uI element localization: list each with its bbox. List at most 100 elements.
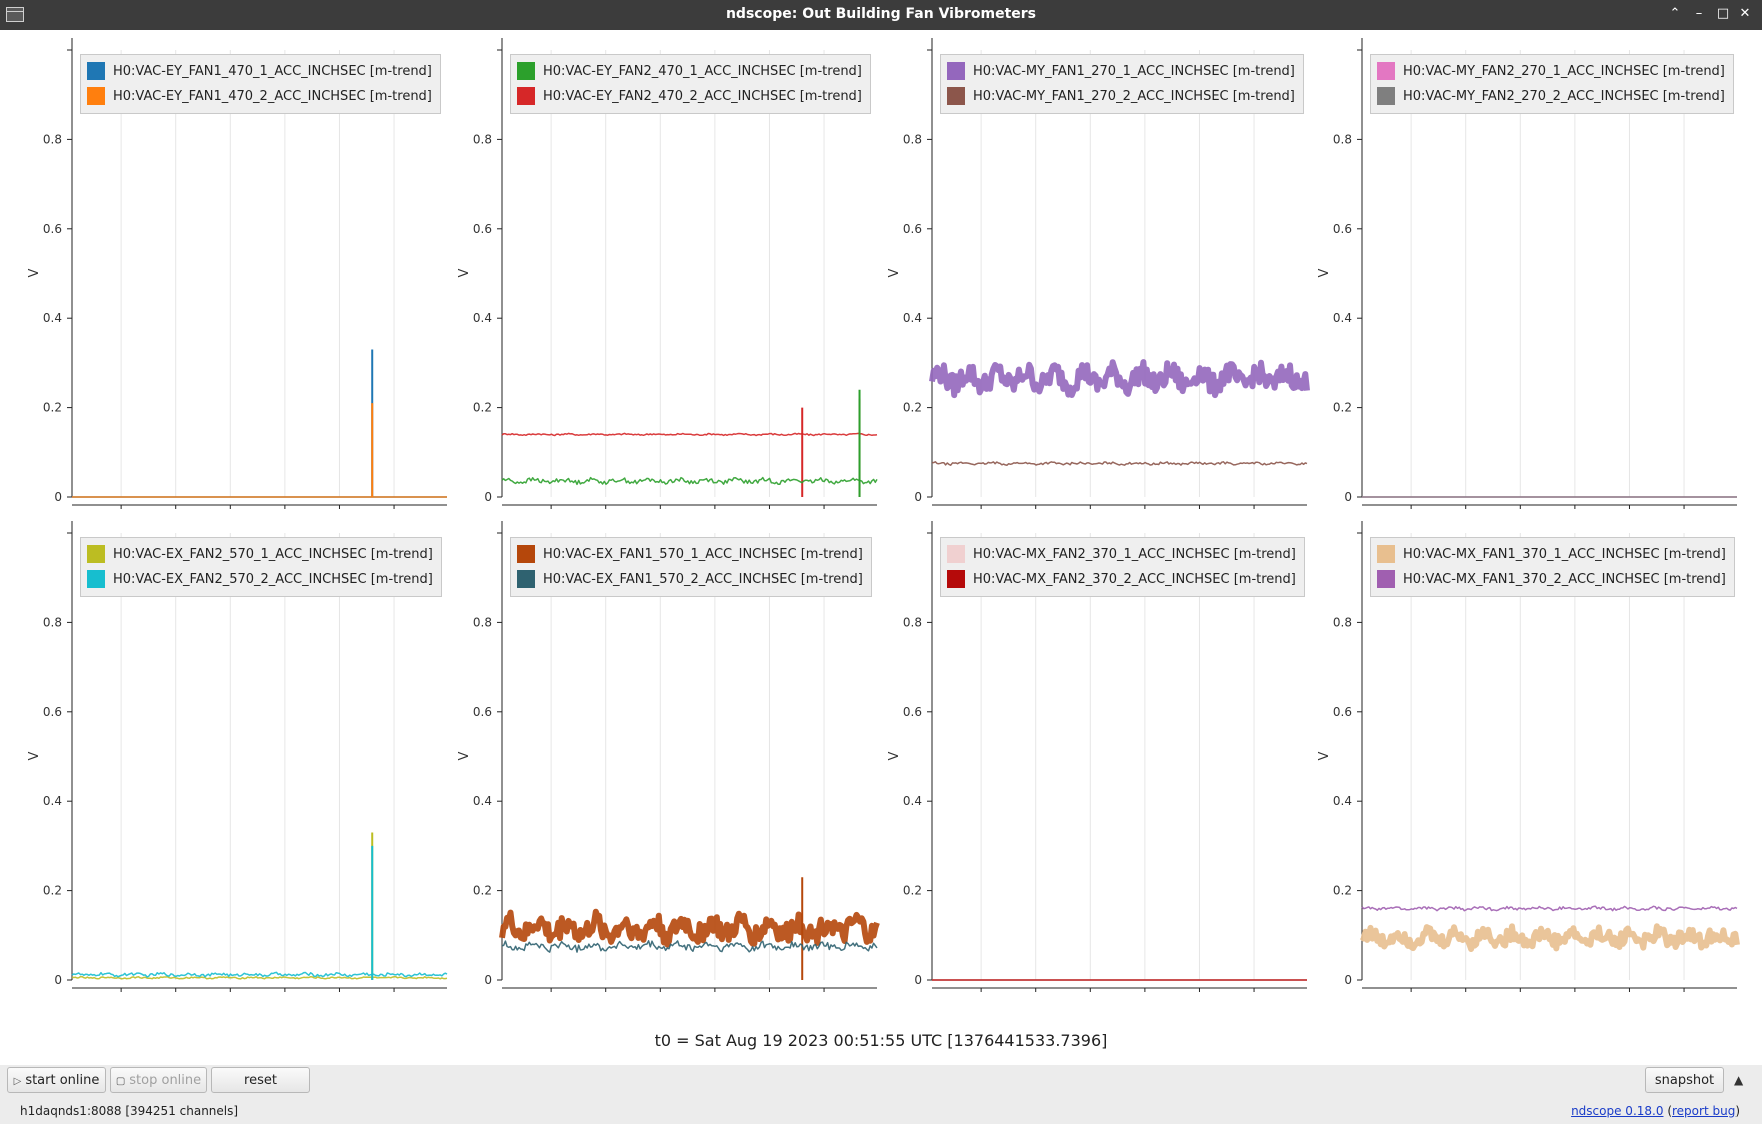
plot-panel[interactable]: 00.20.40.60.8V-6d-5d-4d-3d-2d-1dH0:VAC-E… [430, 513, 885, 993]
series-trace [1361, 905, 1738, 912]
series-trace [1359, 923, 1740, 952]
y-axis-label: V [1317, 752, 1332, 761]
stop-online-button[interactable]: ▢ stop online [110, 1067, 207, 1093]
y-tick-label: 0.6 [903, 705, 922, 719]
minimize-icon[interactable]: – [1695, 6, 1703, 21]
start-online-label: start online [25, 1073, 100, 1088]
y-axis-label: V [1317, 269, 1332, 278]
y-tick-label: 0.4 [1333, 311, 1352, 325]
series-trace [501, 940, 878, 953]
legend-entry[interactable]: H0:VAC-MY_FAN2_270_2_ACC_INCHSEC [m-tren… [1377, 84, 1725, 109]
series-trace [499, 908, 880, 948]
legend-swatch-icon [947, 544, 965, 563]
plot-legend: H0:VAC-EY_FAN1_470_1_ACC_INCHSEC [m-tren… [80, 54, 441, 114]
y-tick-label: 0.6 [1333, 222, 1352, 236]
y-tick-label: 0 [1344, 490, 1352, 504]
legend-entry[interactable]: H0:VAC-MX_FAN1_370_2_ACC_INCHSEC [m-tren… [1377, 567, 1726, 592]
y-tick-label: 0.6 [473, 222, 492, 236]
y-tick-label: 0.2 [473, 401, 492, 415]
legend-entry[interactable]: H0:VAC-EY_FAN1_470_1_ACC_INCHSEC [m-tren… [87, 59, 432, 84]
y-axis-label: V [887, 269, 902, 278]
legend-swatch-icon [1377, 569, 1395, 588]
legend-entry[interactable]: H0:VAC-EY_FAN2_470_2_ACC_INCHSEC [m-tren… [517, 84, 862, 109]
version-info: ndscope 0.18.0 (report bug) [1571, 1104, 1740, 1118]
y-tick-label: 0.6 [1333, 705, 1352, 719]
plot-canvas: 00.20.40.60.8V-6d-5d-4d-3d-2d-1d [1317, 521, 1740, 992]
chevron-up-icon[interactable]: ⌃ [1669, 6, 1681, 21]
report-bug-link[interactable]: report bug [1672, 1104, 1736, 1118]
plot-canvas: 00.20.40.60.8V-6d-5d-4d-3d-2d-1d [457, 38, 878, 509]
y-tick-label: 0.6 [473, 705, 492, 719]
y-tick-label: 0.2 [473, 884, 492, 898]
legend-entry[interactable]: H0:VAC-MY_FAN1_270_2_ACC_INCHSEC [m-tren… [947, 84, 1295, 109]
legend-label: H0:VAC-EX_FAN1_570_1_ACC_INCHSEC [m-tren… [543, 547, 863, 562]
legend-entry[interactable]: H0:VAC-MY_FAN1_270_1_ACC_INCHSEC [m-tren… [947, 59, 1295, 84]
legend-entry[interactable]: H0:VAC-EY_FAN1_470_2_ACC_INCHSEC [m-tren… [87, 84, 432, 109]
version-link[interactable]: ndscope 0.18.0 [1571, 1104, 1664, 1118]
snapshot-button[interactable]: snapshot [1645, 1067, 1724, 1093]
legend-label: H0:VAC-MX_FAN1_370_2_ACC_INCHSEC [m-tren… [1403, 572, 1726, 587]
y-tick-label: 0 [914, 973, 922, 987]
y-tick-label: 0.2 [1333, 884, 1352, 898]
legend-label: H0:VAC-EX_FAN2_570_1_ACC_INCHSEC [m-tren… [113, 547, 433, 562]
y-tick-label: 0.4 [903, 794, 922, 808]
maximize-icon[interactable]: □ [1716, 6, 1730, 21]
legend-entry[interactable]: H0:VAC-EX_FAN2_570_1_ACC_INCHSEC [m-tren… [87, 542, 433, 567]
legend-entry[interactable]: H0:VAC-EX_FAN1_570_2_ACC_INCHSEC [m-tren… [517, 567, 863, 592]
legend-label: H0:VAC-EY_FAN2_470_1_ACC_INCHSEC [m-tren… [543, 64, 862, 79]
plot-panel[interactable]: 00.20.40.60.8V-6d-5d-4d-3d-2d-1dH0:VAC-M… [860, 30, 1315, 510]
y-tick-label: 0.8 [473, 615, 492, 629]
y-tick-label: 0 [54, 490, 62, 504]
plot-panel[interactable]: 00.20.40.60.8V-6d-5d-4d-3d-2d-1dH0:VAC-M… [1290, 513, 1745, 993]
y-tick-label: 0.8 [1333, 615, 1352, 629]
legend-entry[interactable]: H0:VAC-MY_FAN2_270_1_ACC_INCHSEC [m-tren… [1377, 59, 1725, 84]
legend-label: H0:VAC-MX_FAN2_370_2_ACC_INCHSEC [m-tren… [973, 572, 1296, 587]
expand-up-icon[interactable]: ▲ [1734, 1073, 1744, 1087]
y-tick-label: 0.4 [473, 794, 492, 808]
y-tick-label: 0.2 [43, 884, 62, 898]
plot-panel[interactable]: 00.20.40.60.8V-6d-5d-4d-3d-2d-1dH0:VAC-M… [860, 513, 1315, 993]
series-trace [71, 971, 448, 978]
y-tick-label: 0.6 [43, 705, 62, 719]
y-tick-label: 0.6 [903, 222, 922, 236]
status-bar: h1daqnds1:8088 [394251 channels] ndscope… [0, 1100, 1762, 1124]
y-tick-label: 0 [54, 973, 62, 987]
plot-panel[interactable]: 00.20.40.60.8V-6d-5d-4d-3d-2d-1dH0:VAC-M… [1290, 30, 1745, 510]
y-tick-label: 0.8 [1333, 132, 1352, 146]
y-tick-label: 0.4 [903, 311, 922, 325]
legend-entry[interactable]: H0:VAC-MX_FAN1_370_1_ACC_INCHSEC [m-tren… [1377, 542, 1726, 567]
report-suffix: ) [1735, 1104, 1740, 1118]
plot-panel[interactable]: 00.20.40.60.8V-6d-5d-4d-3d-2d-1dH0:VAC-E… [430, 30, 885, 510]
legend-swatch-icon [1377, 544, 1395, 563]
plot-legend: H0:VAC-MX_FAN2_370_1_ACC_INCHSEC [m-tren… [940, 537, 1305, 597]
legend-entry[interactable]: H0:VAC-EX_FAN2_570_2_ACC_INCHSEC [m-tren… [87, 567, 433, 592]
plot-panel[interactable]: 00.20.40.60.8V-6d-5d-4d-3d-2d-1dH0:VAC-E… [0, 513, 455, 993]
start-online-button[interactable]: ▷ start online [7, 1067, 106, 1093]
legend-entry[interactable]: H0:VAC-EX_FAN1_570_1_ACC_INCHSEC [m-tren… [517, 542, 863, 567]
y-tick-label: 0.8 [903, 615, 922, 629]
plot-canvas: 00.20.40.60.8V-6d-5d-4d-3d-2d-1d [457, 521, 880, 992]
legend-entry[interactable]: H0:VAC-EY_FAN2_470_1_ACC_INCHSEC [m-tren… [517, 59, 862, 84]
y-tick-label: 0 [484, 490, 492, 504]
plot-legend: H0:VAC-MY_FAN1_270_1_ACC_INCHSEC [m-tren… [940, 54, 1304, 114]
y-tick-label: 0.8 [473, 132, 492, 146]
y-axis-label: V [457, 752, 472, 761]
y-tick-label: 0.2 [43, 401, 62, 415]
legend-swatch-icon [87, 86, 105, 105]
control-bar: ▷ start online ▢ stop online reset snapsho… [0, 1065, 1762, 1100]
y-axis-label: V [27, 752, 42, 761]
series-trace [501, 432, 878, 437]
legend-entry[interactable]: H0:VAC-MX_FAN2_370_1_ACC_INCHSEC [m-tren… [947, 542, 1296, 567]
window-menu-icon[interactable] [6, 7, 24, 22]
legend-swatch-icon [87, 544, 105, 563]
y-tick-label: 0.8 [903, 132, 922, 146]
close-icon[interactable]: ✕ [1739, 6, 1751, 21]
legend-entry[interactable]: H0:VAC-MX_FAN2_370_2_ACC_INCHSEC [m-tren… [947, 567, 1296, 592]
y-tick-label: 0.2 [1333, 401, 1352, 415]
plot-panel[interactable]: 00.20.40.60.8V-6d-5d-4d-3d-2d-1dH0:VAC-E… [0, 30, 455, 510]
plot-legend: H0:VAC-MX_FAN1_370_1_ACC_INCHSEC [m-tren… [1370, 537, 1735, 597]
reset-button[interactable]: reset [211, 1067, 310, 1093]
report-prefix: ( [1667, 1104, 1672, 1118]
plot-legend: H0:VAC-EX_FAN2_570_1_ACC_INCHSEC [m-tren… [80, 537, 442, 597]
